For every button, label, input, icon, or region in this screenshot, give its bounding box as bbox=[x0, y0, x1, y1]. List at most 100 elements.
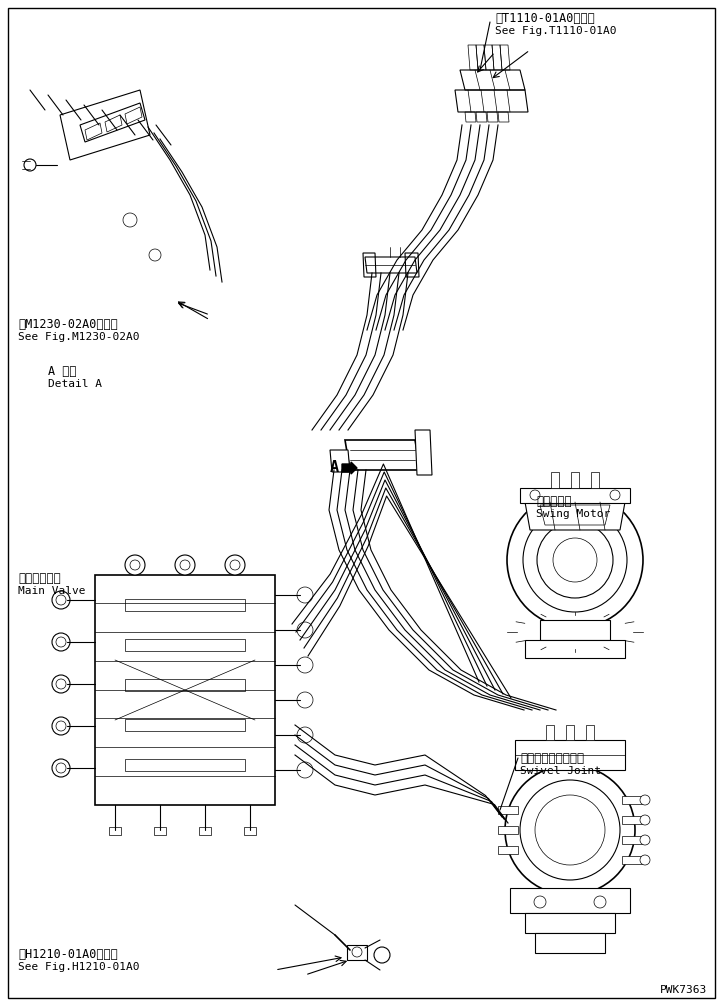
Circle shape bbox=[297, 586, 313, 603]
Circle shape bbox=[52, 717, 70, 735]
Bar bbox=[566, 725, 574, 740]
Bar bbox=[125, 719, 245, 731]
Bar bbox=[125, 679, 245, 691]
Circle shape bbox=[297, 657, 313, 673]
Circle shape bbox=[530, 490, 540, 500]
Circle shape bbox=[56, 595, 66, 605]
Text: A: A bbox=[330, 460, 339, 475]
Text: See Fig.T1110-01A0: See Fig.T1110-01A0 bbox=[495, 26, 617, 36]
Circle shape bbox=[594, 896, 606, 908]
Circle shape bbox=[537, 522, 613, 598]
Bar bbox=[622, 796, 642, 804]
Bar bbox=[586, 725, 594, 740]
Bar bbox=[525, 640, 625, 658]
Bar bbox=[154, 827, 166, 835]
Bar bbox=[125, 759, 245, 771]
Circle shape bbox=[297, 692, 313, 708]
Text: Swing Motor: Swing Motor bbox=[536, 509, 610, 519]
Circle shape bbox=[52, 675, 70, 693]
Circle shape bbox=[610, 490, 620, 500]
Text: スイベルジョイント: スイベルジョイント bbox=[520, 752, 584, 765]
Circle shape bbox=[297, 762, 313, 778]
Circle shape bbox=[56, 679, 66, 689]
Polygon shape bbox=[85, 123, 102, 140]
Bar bbox=[622, 836, 642, 844]
Circle shape bbox=[130, 560, 140, 570]
Bar bbox=[535, 933, 605, 953]
Bar bbox=[571, 472, 579, 488]
Bar bbox=[199, 827, 211, 835]
Polygon shape bbox=[125, 107, 142, 124]
Circle shape bbox=[523, 508, 627, 612]
Polygon shape bbox=[415, 430, 432, 475]
Bar bbox=[515, 740, 625, 770]
Circle shape bbox=[56, 763, 66, 773]
Bar bbox=[498, 826, 518, 834]
Circle shape bbox=[640, 795, 650, 805]
Polygon shape bbox=[330, 450, 350, 472]
Bar bbox=[510, 888, 630, 913]
Text: 第M1230-02A0図参照: 第M1230-02A0図参照 bbox=[18, 318, 118, 331]
Text: A 詳細: A 詳細 bbox=[48, 365, 77, 378]
Circle shape bbox=[520, 780, 620, 880]
Text: Swivel Joint: Swivel Joint bbox=[520, 766, 601, 776]
Bar bbox=[525, 913, 615, 933]
Circle shape bbox=[507, 492, 643, 628]
Circle shape bbox=[175, 555, 195, 575]
Circle shape bbox=[374, 947, 390, 963]
Circle shape bbox=[505, 765, 635, 895]
Bar bbox=[347, 945, 367, 960]
Polygon shape bbox=[80, 103, 145, 142]
Circle shape bbox=[52, 591, 70, 609]
Circle shape bbox=[553, 538, 597, 582]
Bar bbox=[125, 639, 245, 651]
Circle shape bbox=[230, 560, 240, 570]
Polygon shape bbox=[525, 502, 625, 530]
Polygon shape bbox=[105, 115, 122, 132]
Bar bbox=[622, 856, 642, 864]
Text: PWK7363: PWK7363 bbox=[660, 985, 707, 995]
Bar bbox=[125, 599, 245, 611]
FancyArrow shape bbox=[342, 462, 357, 474]
Text: Detail A: Detail A bbox=[48, 379, 102, 389]
Circle shape bbox=[640, 815, 650, 825]
Polygon shape bbox=[60, 90, 150, 160]
Bar bbox=[551, 472, 559, 488]
Circle shape bbox=[56, 637, 66, 647]
Bar bbox=[520, 488, 630, 503]
Text: See Fig.H1210-01A0: See Fig.H1210-01A0 bbox=[18, 962, 140, 972]
Circle shape bbox=[352, 947, 362, 957]
Bar bbox=[546, 725, 554, 740]
Bar bbox=[540, 620, 610, 640]
Circle shape bbox=[297, 622, 313, 638]
Circle shape bbox=[180, 560, 190, 570]
Circle shape bbox=[535, 795, 605, 865]
Circle shape bbox=[52, 633, 70, 651]
Circle shape bbox=[534, 896, 546, 908]
Circle shape bbox=[123, 213, 137, 227]
Text: メインバルブ: メインバルブ bbox=[18, 572, 61, 585]
Bar bbox=[498, 806, 518, 814]
Circle shape bbox=[52, 759, 70, 777]
Text: 第T1110-01A0図参照: 第T1110-01A0図参照 bbox=[495, 12, 595, 25]
Circle shape bbox=[125, 555, 145, 575]
Bar bbox=[591, 472, 599, 488]
Circle shape bbox=[24, 159, 36, 171]
Polygon shape bbox=[540, 505, 610, 525]
Text: Main Valve: Main Valve bbox=[18, 586, 85, 596]
Bar bbox=[95, 575, 275, 805]
Bar bbox=[498, 846, 518, 854]
Circle shape bbox=[225, 555, 245, 575]
Bar bbox=[244, 827, 256, 835]
Circle shape bbox=[56, 721, 66, 731]
Polygon shape bbox=[345, 440, 420, 470]
Text: See Fig.M1230-02A0: See Fig.M1230-02A0 bbox=[18, 332, 140, 342]
Bar bbox=[622, 816, 642, 824]
Circle shape bbox=[149, 249, 161, 261]
Circle shape bbox=[297, 727, 313, 743]
Circle shape bbox=[640, 855, 650, 865]
Text: 旋回モータ: 旋回モータ bbox=[536, 495, 572, 508]
Circle shape bbox=[640, 835, 650, 845]
Bar bbox=[109, 827, 121, 835]
Text: 第H1210-01A0図参照: 第H1210-01A0図参照 bbox=[18, 948, 118, 961]
